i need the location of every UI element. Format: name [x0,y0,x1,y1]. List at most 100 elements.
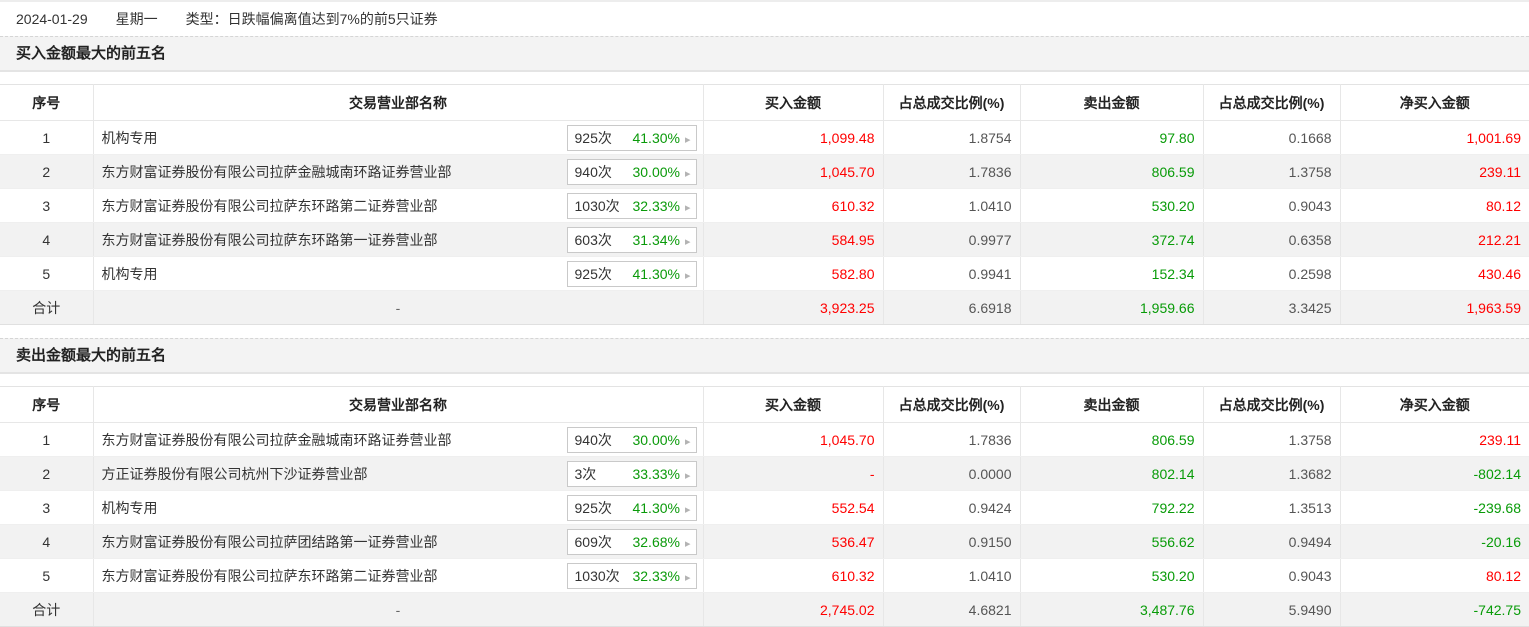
trade-count-badge[interactable]: 925次 41.30% ▸ [566,260,697,287]
branch-cell: 东方财富证券股份有限公司拉萨东环路第一证券营业部 603次 31.34% ▸ [93,222,704,257]
badge-count: 3次 [574,465,597,482]
table-row: 2 东方财富证券股份有限公司拉萨金融城南环路证券营业部 940次 30.00% ▸… [0,154,1529,189]
net-amount-cell: 239.11 [1340,154,1529,189]
branch-cell: 东方财富证券股份有限公司拉萨东环路第二证券营业部 1030次 32.33% ▸ [93,188,704,223]
branch-name[interactable]: 东方财富证券股份有限公司拉萨团结路第一证券营业部 [101,533,438,550]
chevron-right-icon: ▸ [684,537,691,550]
trade-count-badge[interactable]: 925次 41.30% ▸ [566,124,697,151]
branch-cell: 方正证券股份有限公司杭州下沙证券营业部 3次 33.33% ▸ [93,456,704,491]
buy-pct-cell: 0.9977 [883,222,1021,257]
branch-name[interactable]: 东方财富证券股份有限公司拉萨东环路第二证券营业部 [101,567,438,584]
chevron-right-icon: ▸ [684,435,691,448]
net-amount-cell: 212.21 [1340,222,1529,257]
column-header-sell-pct: 占总成交比例(%) [1203,386,1341,423]
net-amount-cell: -742.75 [1340,592,1529,627]
chevron-right-icon: ▸ [684,167,691,180]
sell-pct-cell: 0.6358 [1203,222,1341,257]
badge-count: 925次 [574,129,612,146]
rank-cell: 5 [0,256,94,291]
buy-amount-cell: 584.95 [703,222,884,257]
branch-name[interactable]: 机构专用 [101,265,158,282]
branch-name[interactable]: 东方财富证券股份有限公司拉萨东环路第一证券营业部 [101,231,438,248]
buy-pct-cell: 1.8754 [883,120,1021,155]
branch-name[interactable]: 东方财富证券股份有限公司拉萨金融城南环路证券营业部 [101,163,452,180]
branch-name[interactable]: 机构专用 [101,129,158,146]
table-row: 4 东方财富证券股份有限公司拉萨东环路第一证券营业部 603次 31.34% ▸ … [0,222,1529,257]
net-amount-cell: 239.11 [1340,422,1529,457]
trade-count-badge[interactable]: 1030次 32.33% ▸ [566,192,697,219]
rank-cell: 1 [0,422,94,457]
table-header-row: 序号 交易营业部名称 买入金额 占总成交比例(%) 卖出金额 占总成交比例(%)… [0,84,1529,121]
badge-count: 1030次 [574,567,620,584]
trade-count-badge[interactable]: 940次 30.00% ▸ [566,158,697,185]
badge-percent: 30.00% [632,163,680,180]
sell-pct-cell: 0.1668 [1203,120,1341,155]
table-row: 1 东方财富证券股份有限公司拉萨金融城南环路证券营业部 940次 30.00% ▸… [0,422,1529,457]
table-row: 3 东方财富证券股份有限公司拉萨东环路第二证券营业部 1030次 32.33% ▸… [0,188,1529,223]
branch-name[interactable]: 机构专用 [101,499,158,516]
rank-cell: 2 [0,456,94,491]
buy-pct-cell: 1.7836 [883,154,1021,189]
column-header-rank: 序号 [0,386,94,423]
buy-pct-cell: 4.6821 [883,592,1021,627]
buy-pct-cell: 1.0410 [883,558,1021,593]
column-header-branch: 交易营业部名称 [93,84,704,121]
badge-count: 1030次 [574,197,620,214]
net-amount-cell: 80.12 [1340,558,1529,593]
branch-name[interactable]: 方正证券股份有限公司杭州下沙证券营业部 [101,465,368,482]
rank-cell: 1 [0,120,94,155]
branch-cell: 东方财富证券股份有限公司拉萨东环路第二证券营业部 1030次 32.33% ▸ [93,558,704,593]
trade-date: 2024-01-29 [16,11,88,27]
table-row: 1 机构专用 925次 41.30% ▸ 1,099.48 1.8754 97.8… [0,120,1529,155]
section-title-buy: 买入金额最大的前五名 [0,36,1529,72]
sell-amount-cell: 806.59 [1020,154,1204,189]
sell-pct-cell: 0.9043 [1203,188,1341,223]
trade-count-badge[interactable]: 925次 41.30% ▸ [566,494,697,521]
buy-pct-cell: 6.6918 [883,290,1021,325]
branch-cell: 东方财富证券股份有限公司拉萨团结路第一证券营业部 609次 32.68% ▸ [93,524,704,559]
trade-count-badge[interactable]: 609次 32.68% ▸ [566,528,697,555]
page-top-strip [0,0,1529,2]
total-row: 合计 - 3,923.25 6.6918 1,959.66 3.3425 1,9… [0,290,1529,325]
buy-amount-cell: - [703,456,884,491]
buy-amount-cell: 2,745.02 [703,592,884,627]
branch-cell: 东方财富证券股份有限公司拉萨金融城南环路证券营业部 940次 30.00% ▸ [93,422,704,457]
sell-amount-cell: 556.62 [1020,524,1204,559]
sell-amount-cell: 372.74 [1020,222,1204,257]
buy-amount-cell: 1,045.70 [703,422,884,457]
badge-count: 925次 [574,265,612,282]
net-amount-cell: 430.46 [1340,256,1529,291]
rank-cell: 4 [0,524,94,559]
trade-count-badge[interactable]: 940次 30.00% ▸ [566,426,697,453]
sell-amount-cell: 152.34 [1020,256,1204,291]
total-label-cell: 合计 [0,290,94,325]
spacer [0,325,1529,338]
branch-cell: 机构专用 925次 41.30% ▸ [93,256,704,291]
date-bar: 2024-01-29 星期一 类型：日跌幅偏离值达到7%的前5只证券 [0,2,1529,36]
branch-name[interactable]: 东方财富证券股份有限公司拉萨东环路第二证券营业部 [101,197,438,214]
spacer [0,72,1529,84]
branch-name[interactable]: 东方财富证券股份有限公司拉萨金融城南环路证券营业部 [101,431,452,448]
sell-pct-cell: 3.3425 [1203,290,1341,325]
trade-count-badge[interactable]: 1030次 32.33% ▸ [566,562,697,589]
chevron-right-icon: ▸ [684,235,691,248]
branch-cell: - [93,592,704,627]
badge-percent: 31.34% [632,231,680,248]
net-amount-cell: 80.12 [1340,188,1529,223]
trade-count-badge[interactable]: 3次 33.33% ▸ [566,460,697,487]
chevron-right-icon: ▸ [684,201,691,214]
net-amount-cell: 1,001.69 [1340,120,1529,155]
sell-amount-cell: 792.22 [1020,490,1204,525]
sell-amount-cell: 530.20 [1020,558,1204,593]
column-header-sell: 卖出金额 [1020,84,1204,121]
sell-pct-cell: 0.9494 [1203,524,1341,559]
chevron-right-icon: ▸ [684,269,691,282]
chevron-right-icon: ▸ [684,469,691,482]
branch-cell: 东方财富证券股份有限公司拉萨金融城南环路证券营业部 940次 30.00% ▸ [93,154,704,189]
buy-amount-cell: 610.32 [703,558,884,593]
spacer [0,374,1529,386]
badge-count: 609次 [574,533,612,550]
trade-count-badge[interactable]: 603次 31.34% ▸ [566,226,697,253]
rank-cell: 2 [0,154,94,189]
badge-percent: 30.00% [632,431,680,448]
